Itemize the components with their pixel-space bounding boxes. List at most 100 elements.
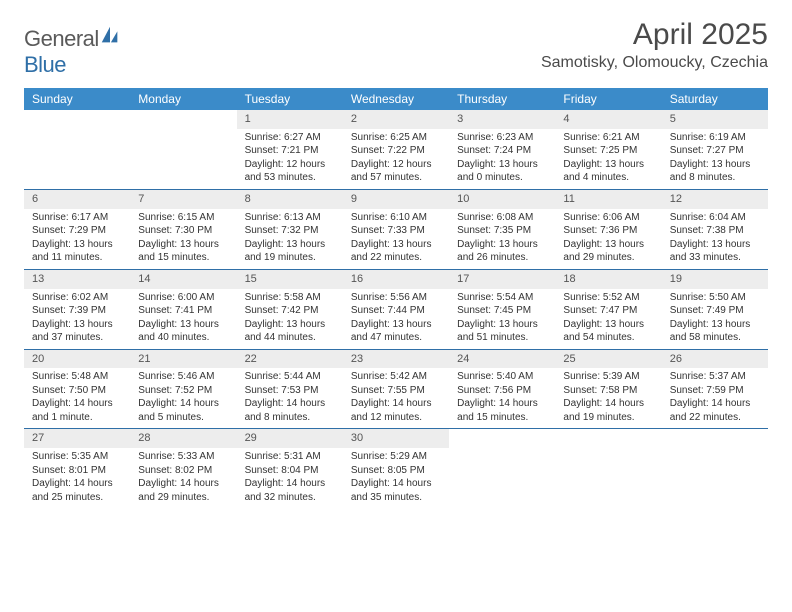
daylight-text: Daylight: 13 hours and 33 minutes. [670,238,760,265]
daylight-text: Daylight: 13 hours and 0 minutes. [457,158,547,185]
day-number: 27 [24,429,130,448]
day-cell: 20Sunrise: 5:48 AMSunset: 7:50 PMDayligh… [24,350,130,429]
day-details: Sunrise: 5:29 AMSunset: 8:05 PMDaylight:… [343,448,449,508]
daylight-text: Daylight: 12 hours and 53 minutes. [245,158,335,185]
week-row: 6Sunrise: 6:17 AMSunset: 7:29 PMDaylight… [24,190,768,270]
sunset-text: Sunset: 7:41 PM [138,304,228,318]
day-cell: 12Sunrise: 6:04 AMSunset: 7:38 PMDayligh… [662,190,768,269]
day-cell: 13Sunrise: 6:02 AMSunset: 7:39 PMDayligh… [24,270,130,349]
day-number: 22 [237,350,343,369]
daylight-text: Daylight: 12 hours and 57 minutes. [351,158,441,185]
day-details: Sunrise: 5:56 AMSunset: 7:44 PMDaylight:… [343,289,449,349]
day-number: 18 [555,270,661,289]
sunset-text: Sunset: 7:47 PM [563,304,653,318]
logo-blue: Blue [24,52,66,77]
sunrise-text: Sunrise: 6:06 AM [563,211,653,225]
day-details: Sunrise: 6:04 AMSunset: 7:38 PMDaylight:… [662,209,768,269]
day-details: Sunrise: 6:17 AMSunset: 7:29 PMDaylight:… [24,209,130,269]
weekday-wed: Wednesday [343,88,449,110]
sunrise-text: Sunrise: 5:48 AM [32,370,122,384]
sunrise-text: Sunrise: 6:10 AM [351,211,441,225]
sunset-text: Sunset: 7:24 PM [457,144,547,158]
sunset-text: Sunset: 7:32 PM [245,224,335,238]
sunset-text: Sunset: 8:04 PM [245,464,335,478]
day-details: Sunrise: 5:39 AMSunset: 7:58 PMDaylight:… [555,368,661,428]
sunset-text: Sunset: 7:58 PM [563,384,653,398]
day-cell: 2Sunrise: 6:25 AMSunset: 7:22 PMDaylight… [343,110,449,189]
day-number: 17 [449,270,555,289]
daylight-text: Daylight: 14 hours and 19 minutes. [563,397,653,424]
day-cell: 21Sunrise: 5:46 AMSunset: 7:52 PMDayligh… [130,350,236,429]
sunset-text: Sunset: 7:38 PM [670,224,760,238]
sunrise-text: Sunrise: 6:17 AM [32,211,122,225]
daylight-text: Daylight: 13 hours and 29 minutes. [563,238,653,265]
sunrise-text: Sunrise: 5:44 AM [245,370,335,384]
daylight-text: Daylight: 13 hours and 19 minutes. [245,238,335,265]
day-number: 21 [130,350,236,369]
sunset-text: Sunset: 7:53 PM [245,384,335,398]
day-cell [662,429,768,508]
day-details: Sunrise: 6:02 AMSunset: 7:39 PMDaylight:… [24,289,130,349]
day-cell: 26Sunrise: 5:37 AMSunset: 7:59 PMDayligh… [662,350,768,429]
day-details: Sunrise: 5:31 AMSunset: 8:04 PMDaylight:… [237,448,343,508]
day-details: Sunrise: 5:40 AMSunset: 7:56 PMDaylight:… [449,368,555,428]
week-row: 27Sunrise: 5:35 AMSunset: 8:01 PMDayligh… [24,429,768,508]
sunrise-text: Sunrise: 6:19 AM [670,131,760,145]
day-number: 14 [130,270,236,289]
day-number: 24 [449,350,555,369]
sunset-text: Sunset: 8:01 PM [32,464,122,478]
day-cell: 28Sunrise: 5:33 AMSunset: 8:02 PMDayligh… [130,429,236,508]
day-details: Sunrise: 6:21 AMSunset: 7:25 PMDaylight:… [555,129,661,189]
day-number: 23 [343,350,449,369]
daylight-text: Daylight: 13 hours and 54 minutes. [563,318,653,345]
logo-sail-icon [99,24,121,46]
calendar: Sunday Monday Tuesday Wednesday Thursday… [24,88,768,508]
day-number: 8 [237,190,343,209]
sunset-text: Sunset: 7:27 PM [670,144,760,158]
daylight-text: Daylight: 14 hours and 25 minutes. [32,477,122,504]
day-cell: 5Sunrise: 6:19 AMSunset: 7:27 PMDaylight… [662,110,768,189]
day-details: Sunrise: 6:15 AMSunset: 7:30 PMDaylight:… [130,209,236,269]
sunrise-text: Sunrise: 6:04 AM [670,211,760,225]
weekday-sat: Saturday [662,88,768,110]
day-details: Sunrise: 5:58 AMSunset: 7:42 PMDaylight:… [237,289,343,349]
daylight-text: Daylight: 13 hours and 26 minutes. [457,238,547,265]
daylight-text: Daylight: 14 hours and 8 minutes. [245,397,335,424]
day-number: 9 [343,190,449,209]
sunrise-text: Sunrise: 5:33 AM [138,450,228,464]
sunrise-text: Sunrise: 5:46 AM [138,370,228,384]
day-number: 25 [555,350,661,369]
day-cell: 6Sunrise: 6:17 AMSunset: 7:29 PMDaylight… [24,190,130,269]
day-number: 6 [24,190,130,209]
daylight-text: Daylight: 13 hours and 58 minutes. [670,318,760,345]
sunset-text: Sunset: 7:21 PM [245,144,335,158]
location: Samotisky, Olomoucky, Czechia [541,54,768,72]
sunset-text: Sunset: 7:33 PM [351,224,441,238]
day-cell: 17Sunrise: 5:54 AMSunset: 7:45 PMDayligh… [449,270,555,349]
day-number [24,110,130,114]
title-block: April 2025 Samotisky, Olomoucky, Czechia [541,18,768,72]
day-cell: 30Sunrise: 5:29 AMSunset: 8:05 PMDayligh… [343,429,449,508]
day-details: Sunrise: 5:44 AMSunset: 7:53 PMDaylight:… [237,368,343,428]
sunset-text: Sunset: 7:39 PM [32,304,122,318]
sunrise-text: Sunrise: 6:02 AM [32,291,122,305]
sunrise-text: Sunrise: 5:40 AM [457,370,547,384]
day-cell: 22Sunrise: 5:44 AMSunset: 7:53 PMDayligh… [237,350,343,429]
day-number: 13 [24,270,130,289]
sunset-text: Sunset: 7:30 PM [138,224,228,238]
daylight-text: Daylight: 14 hours and 5 minutes. [138,397,228,424]
sunrise-text: Sunrise: 5:42 AM [351,370,441,384]
sunset-text: Sunset: 7:49 PM [670,304,760,318]
daylight-text: Daylight: 13 hours and 4 minutes. [563,158,653,185]
day-number: 26 [662,350,768,369]
weekday-tue: Tuesday [237,88,343,110]
day-details: Sunrise: 5:33 AMSunset: 8:02 PMDaylight:… [130,448,236,508]
logo: General Blue [24,24,121,78]
day-number [449,429,555,433]
daylight-text: Daylight: 13 hours and 40 minutes. [138,318,228,345]
day-cell: 24Sunrise: 5:40 AMSunset: 7:56 PMDayligh… [449,350,555,429]
day-details: Sunrise: 5:42 AMSunset: 7:55 PMDaylight:… [343,368,449,428]
day-details: Sunrise: 6:10 AMSunset: 7:33 PMDaylight:… [343,209,449,269]
month-title: April 2025 [541,18,768,52]
weeks-container: 1Sunrise: 6:27 AMSunset: 7:21 PMDaylight… [24,110,768,508]
